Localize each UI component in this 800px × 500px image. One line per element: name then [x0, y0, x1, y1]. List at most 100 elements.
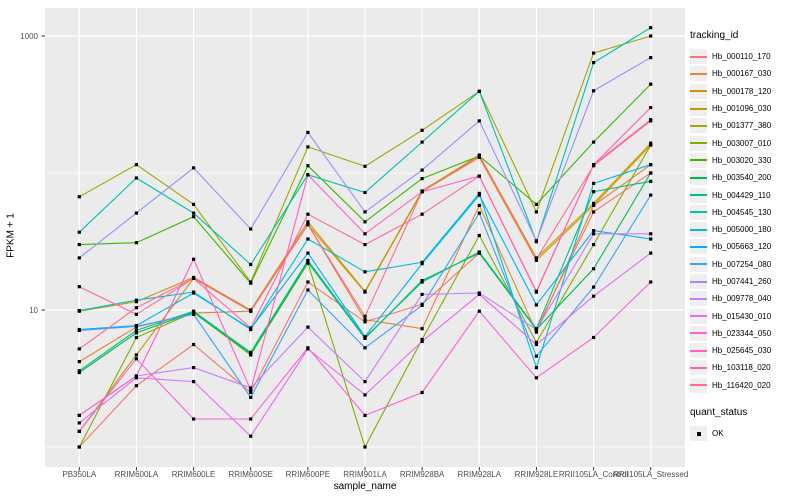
data-point	[306, 220, 310, 224]
data-point	[249, 386, 253, 390]
data-point	[192, 291, 196, 295]
legend-entry-Hb_001096_030: Hb_001096_030	[690, 100, 771, 117]
data-point	[77, 285, 81, 289]
data-point	[477, 233, 481, 238]
data-point	[77, 230, 81, 234]
data-point	[77, 421, 81, 425]
data-point	[363, 232, 367, 236]
legend-key-line-icon	[690, 204, 707, 220]
data-point	[249, 227, 253, 231]
data-point	[534, 239, 538, 243]
legend-key-line-icon	[690, 135, 707, 151]
data-point	[534, 340, 538, 344]
data-point	[477, 193, 481, 197]
data-point	[363, 320, 367, 324]
data-point	[249, 388, 253, 392]
data-point	[249, 326, 253, 330]
legend-key-line-icon	[690, 222, 707, 238]
data-point	[592, 267, 596, 271]
data-point	[134, 324, 138, 328]
data-point	[534, 342, 538, 347]
data-point	[534, 303, 538, 307]
data-point	[192, 417, 196, 421]
data-point	[363, 190, 367, 195]
data-point	[192, 257, 196, 261]
data-point	[649, 119, 653, 123]
legend-key-line-icon	[690, 308, 707, 324]
legend-key-line-icon	[690, 101, 707, 117]
data-point	[363, 270, 367, 274]
legend-key-line-icon	[690, 66, 707, 82]
data-point	[306, 346, 310, 350]
data-point	[420, 262, 424, 266]
legend-entry-Hb_001377_380: Hb_001377_380	[690, 117, 771, 134]
legend-key-line-icon	[690, 377, 707, 393]
data-point	[306, 145, 310, 149]
data-point	[77, 369, 81, 373]
data-point	[192, 202, 196, 206]
x-tick-label-PB350LA: PB350LA	[62, 470, 97, 479]
data-point	[306, 212, 310, 216]
legend-entry-Hb_005000_180: Hb_005000_180	[690, 221, 771, 238]
legend-entry-Hb_000167_030: Hb_000167_030	[690, 65, 771, 82]
legend-key-line-icon	[690, 152, 707, 168]
data-point	[649, 34, 653, 38]
data-point	[649, 179, 653, 183]
data-point	[134, 331, 138, 335]
data-point	[77, 360, 81, 364]
data-point	[249, 262, 253, 267]
data-point	[306, 251, 310, 255]
legend-panel: tracking_id Hb_000110_170 Hb_000167_030 Hb…	[690, 30, 771, 442]
legend-entry-Hb_103118_020: Hb_103118_020	[690, 359, 771, 376]
x-tick-label-RRIM600LA: RRIM600LA	[114, 470, 159, 479]
x-tick-label-RRIM928LE: RRIM928LE	[514, 470, 559, 479]
data-point	[420, 292, 424, 296]
legend-entry-label: Hb_003007_010	[712, 138, 772, 148]
data-point	[534, 202, 538, 206]
x-axis-title: sample_name	[333, 481, 397, 492]
data-point	[134, 374, 138, 378]
data-point	[534, 354, 538, 358]
data-point	[420, 339, 424, 343]
data-point	[134, 335, 138, 340]
data-point	[477, 292, 481, 296]
data-point	[477, 309, 481, 313]
data-point	[249, 417, 253, 421]
data-point	[249, 395, 253, 399]
data-point	[77, 243, 81, 247]
data-point	[77, 347, 81, 351]
data-point	[363, 314, 367, 318]
legend-key-line-icon	[690, 256, 707, 272]
data-point	[363, 289, 367, 293]
data-point	[363, 380, 367, 384]
x-tick-label-RRII105LA_Control: RRII105LA_Control	[558, 470, 629, 479]
data-point	[420, 177, 424, 181]
x-tick-label-RRIM928LA: RRIM928LA	[457, 470, 502, 479]
ok-point-marker-icon	[690, 426, 707, 442]
data-point	[134, 376, 138, 380]
legend-entry-Hb_116420_020: Hb_116420_020	[690, 377, 771, 394]
data-point	[649, 82, 653, 86]
legend-key-line-icon	[690, 325, 707, 341]
x-tick-label-RRIM901LA: RRIM901LA	[343, 470, 387, 479]
legend-entry-Hb_003007_010: Hb_003007_010	[690, 134, 771, 151]
legend-entry-label: Hb_000178_120	[712, 86, 772, 96]
legend-entry-Hb_005663_120: Hb_005663_120	[690, 238, 771, 255]
data-point	[477, 154, 481, 158]
legend-entry-label: Hb_000110_170	[712, 52, 771, 62]
data-point	[134, 357, 138, 361]
legend-key-line-icon	[690, 343, 707, 359]
legend-entry-Hb_023344_050: Hb_023344_050	[690, 325, 771, 342]
legend-entry-label: Hb_000167_030	[712, 69, 772, 79]
data-point	[649, 280, 653, 284]
data-point	[363, 346, 367, 350]
tracking-id-legend-entries: Hb_000110_170 Hb_000167_030 Hb_000178_120 H…	[690, 48, 771, 394]
data-point	[306, 223, 310, 227]
data-point	[649, 171, 653, 175]
data-point	[192, 342, 196, 347]
legend-entry-label: Hb_007441_260	[712, 277, 772, 286]
data-point	[592, 210, 596, 214]
data-point	[306, 260, 310, 264]
